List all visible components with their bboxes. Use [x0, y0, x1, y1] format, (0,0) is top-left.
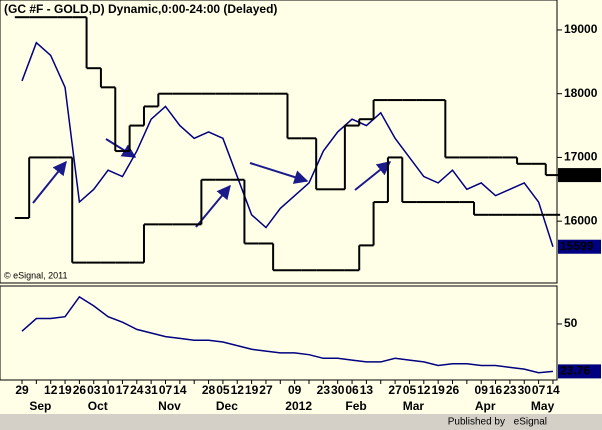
x-tick-label: 09 [475, 383, 489, 397]
x-tick-label: 07 [532, 383, 546, 397]
x-tick-label: 30 [331, 383, 345, 397]
last-value-label: 15599 [560, 239, 594, 253]
x-tick-label: 19 [58, 383, 72, 397]
x-tick-label: 13 [360, 383, 374, 397]
x-tick-label: 12 [44, 383, 58, 397]
y-tick-label: 18000 [564, 86, 598, 100]
y-tick-label: 19000 [564, 22, 598, 36]
footer-brand: eSignal [514, 417, 547, 428]
y-tick-label: 16000 [564, 213, 598, 227]
last-value-box [558, 168, 601, 183]
x-tick-label: 27 [259, 383, 273, 397]
last-value-box [558, 239, 601, 254]
chart-title: (GC #F - GOLD,D) Dynamic,0:00-24:00 (Del… [4, 2, 277, 16]
x-tick-label: 23 [503, 383, 517, 397]
x-tick-label: 26 [446, 383, 460, 397]
price-panel [0, 0, 558, 284]
price-line [21, 41, 554, 247]
x-tick-label: 05 [216, 383, 230, 397]
x-tick-label: 26 [73, 383, 87, 397]
x-tick-label: 10 [101, 383, 115, 397]
x-tick-label: 14 [546, 383, 560, 397]
x-tick-label: 30 [518, 383, 532, 397]
x-tick-label: 17 [116, 383, 130, 397]
x-tick-label: 23 [317, 383, 331, 397]
x-tick-label: 05 [403, 383, 417, 397]
x-tick-label: 24 [130, 383, 144, 397]
month-label: Sep [29, 399, 51, 413]
month-label: 2012 [285, 399, 312, 413]
x-tick-label: 19 [245, 383, 259, 397]
y-tick-label: 17000 [564, 150, 598, 164]
month-label: Feb [345, 399, 366, 413]
indicator-panel [0, 285, 558, 381]
footer-bar [0, 414, 602, 430]
x-tick-label: 03 [87, 383, 101, 397]
x-tick-label: 29 [15, 383, 29, 397]
month-label: Nov [158, 399, 181, 413]
x-tick-label: 28 [202, 383, 216, 397]
month-label: May [531, 399, 555, 413]
month-label: Dec [216, 399, 238, 413]
x-tick-label: 16 [489, 383, 503, 397]
x-tick-label: 07 [159, 383, 173, 397]
last-value-box [558, 364, 601, 379]
last-value-label: 23.76 [560, 364, 590, 378]
month-label: Apr [475, 399, 496, 413]
x-tick-label: 27 [388, 383, 402, 397]
watermark: © eSignal, 2011 [4, 270, 68, 280]
x-tick-label: 31 [144, 383, 158, 397]
last-value-label: 16723 [560, 167, 594, 181]
y-tick-label: 50 [564, 316, 578, 330]
x-tick-label: 06 [345, 383, 359, 397]
indicator-line [21, 295, 554, 374]
x-tick-label: 12 [417, 383, 431, 397]
month-label: Mar [403, 399, 425, 413]
footer-prefix: Published by [448, 417, 505, 428]
x-tick-label: 14 [173, 383, 187, 397]
x-tick-label: 12 [231, 383, 245, 397]
x-tick-label: 09 [288, 383, 302, 397]
month-label: Oct [88, 399, 108, 413]
annotation-arrows [32, 138, 392, 228]
x-tick-label: 19 [431, 383, 445, 397]
